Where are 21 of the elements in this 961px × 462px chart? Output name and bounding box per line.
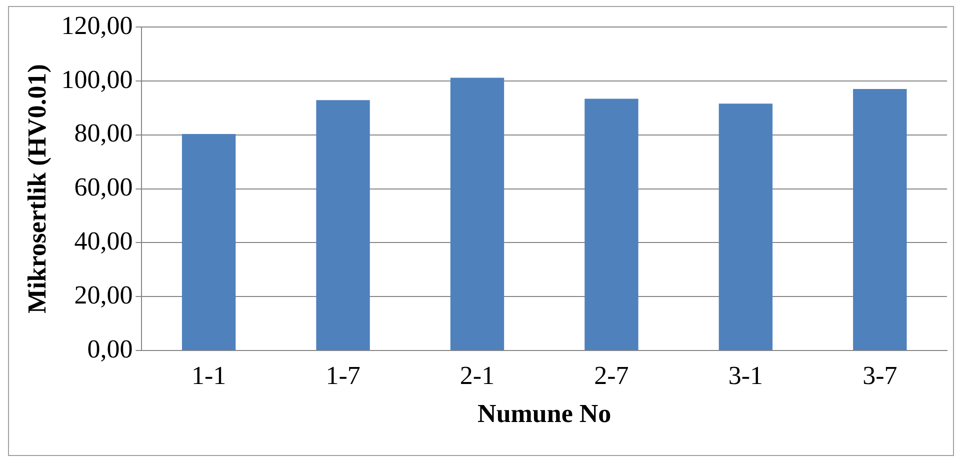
x-tick-label: 1-7 bbox=[326, 361, 360, 390]
bar bbox=[584, 98, 638, 350]
y-axis-title: Mikrosertlik (HV0.01) bbox=[22, 64, 52, 314]
y-tick-label: 20,00 bbox=[74, 280, 133, 310]
y-tick-label: 120,00 bbox=[61, 10, 133, 40]
x-axis-title: Numune No bbox=[478, 399, 612, 428]
x-tick-label: 1-1 bbox=[191, 361, 226, 390]
bar bbox=[853, 89, 907, 350]
bar bbox=[450, 78, 504, 350]
bar bbox=[718, 104, 773, 350]
y-tick-label: 80,00 bbox=[74, 118, 133, 148]
y-tick-label: 60,00 bbox=[74, 172, 133, 202]
x-tick-label: 3-1 bbox=[728, 361, 764, 390]
x-tick-label: 3-7 bbox=[862, 361, 898, 390]
y-tick-label: 100,00 bbox=[61, 64, 133, 94]
bar bbox=[182, 134, 236, 350]
y-tick-label: 0,00 bbox=[87, 334, 133, 364]
x-tick-label: 2-7 bbox=[594, 361, 629, 390]
x-tick-label: 2-1 bbox=[460, 361, 495, 390]
bar bbox=[316, 100, 370, 350]
y-tick-label: 40,00 bbox=[74, 226, 133, 256]
